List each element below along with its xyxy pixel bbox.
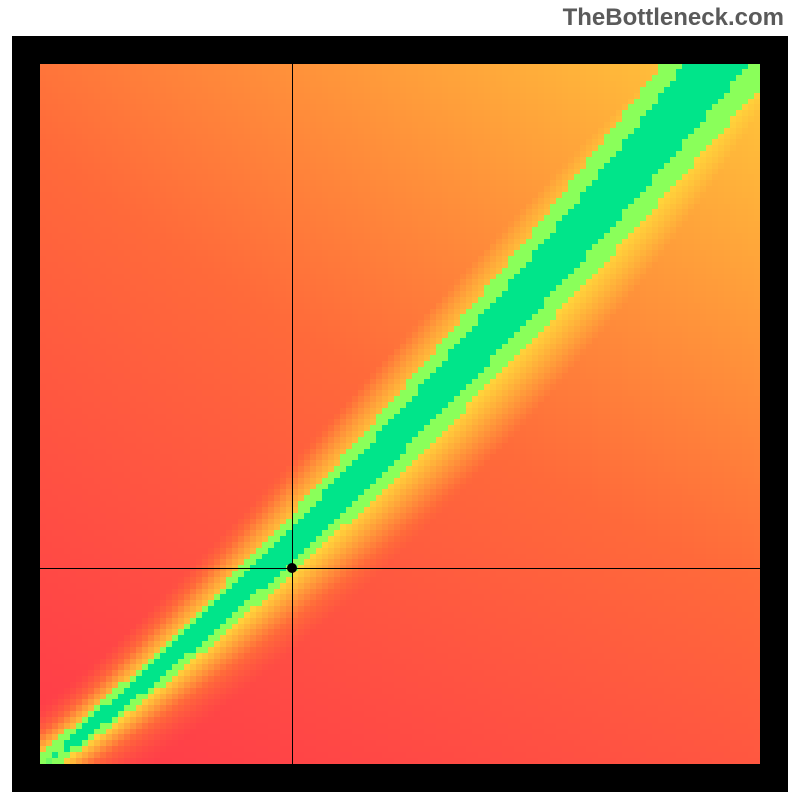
crosshair-horizontal [40,568,760,569]
data-point-marker [287,563,297,573]
watermark-text: TheBottleneck.com [563,4,784,32]
bottleneck-heatmap [40,64,760,764]
crosshair-vertical [292,64,293,764]
chart-container: TheBottleneck.com [0,0,800,800]
